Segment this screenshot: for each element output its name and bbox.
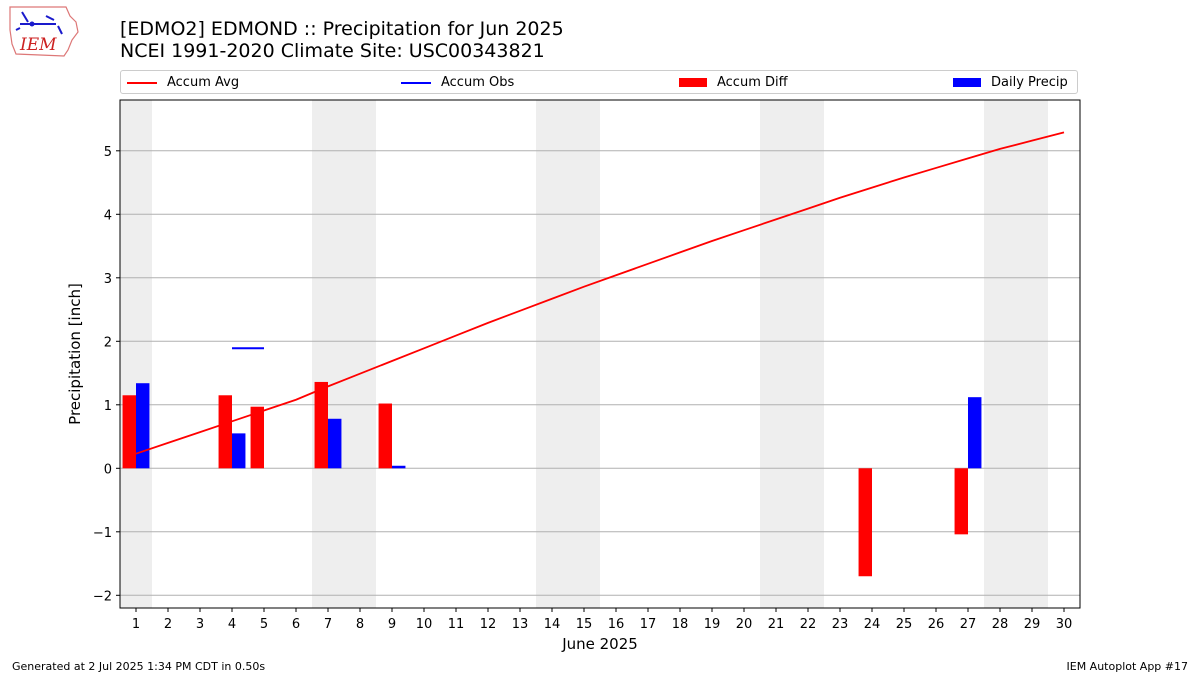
- x-tick-label: 19: [704, 617, 721, 632]
- x-tick-label: 23: [832, 617, 849, 632]
- accum-diff-bar: [858, 468, 872, 577]
- x-tick-label: 29: [1024, 617, 1041, 632]
- accum-avg-line: [135, 131, 1065, 455]
- legend-label: Accum Obs: [441, 75, 515, 90]
- y-tick-label: 2: [104, 335, 112, 350]
- y-tick-label: 1: [104, 399, 112, 414]
- legend-item-daily-precip: Daily Precip: [953, 74, 1068, 92]
- footer-generated: Generated at 2 Jul 2025 1:34 PM CDT in 0…: [12, 660, 266, 673]
- x-tick-label: 27: [960, 617, 977, 632]
- legend-item-accum-avg: Accum Avg: [127, 74, 239, 92]
- y-tick-label: −1: [93, 526, 112, 541]
- x-tick-label: 1: [132, 617, 140, 632]
- iem-logo: IEM: [9, 6, 79, 57]
- legend-label: Accum Avg: [167, 75, 240, 90]
- x-tick-label: 11: [448, 617, 465, 632]
- daily-precip-bar: [968, 397, 982, 469]
- weekend-band: [312, 100, 376, 608]
- weekend-band: [984, 100, 1048, 608]
- x-tick-label: 6: [292, 617, 300, 632]
- daily-precip-bar: [232, 433, 246, 469]
- x-tick-label: 8: [356, 617, 364, 632]
- x-tick-label: 13: [512, 617, 529, 632]
- x-tick-label: 7: [324, 617, 332, 632]
- daily-precip-bar: [328, 418, 342, 469]
- x-tick-label: 9: [388, 617, 396, 632]
- x-tick-label: 20: [736, 617, 753, 632]
- weekend-band: [120, 100, 152, 608]
- y-axis-ticks: −2 −1 0 1 2 3 4 5: [93, 145, 120, 604]
- y-tick-label: 0: [104, 462, 112, 477]
- x-tick-label: 24: [864, 617, 881, 632]
- x-tick-label: 16: [608, 617, 625, 632]
- x-tick-label: 18: [672, 617, 689, 632]
- grid-lines: [120, 150, 1080, 596]
- weather-symbols-icon: [15, 11, 63, 35]
- x-tick-label: 25: [896, 617, 913, 632]
- weekend-band: [760, 100, 824, 608]
- x-axis-ticks: 1 2 3 4 5 6 7 8 9 10 11 12 13 14 15 16 17 18 19 20 21 22 23 24 2…: [132, 608, 1072, 632]
- legend-item-accum-obs: Accum Obs: [401, 74, 514, 92]
- y-tick-label: −2: [93, 589, 112, 604]
- x-tick-label: 14: [544, 617, 561, 632]
- series-lines: [135, 131, 1065, 455]
- accum-diff-bar: [250, 406, 264, 469]
- accum-diff-bar: [314, 381, 328, 469]
- x-tick-label: 30: [1056, 617, 1073, 632]
- x-tick-label: 5: [260, 617, 268, 632]
- x-tick-label: 22: [800, 617, 817, 632]
- x-axis-label: June 2025: [561, 635, 638, 653]
- y-axis-label: Precipitation [inch]: [66, 283, 84, 425]
- x-tick-label: 17: [640, 617, 657, 632]
- accum-diff-bar: [378, 403, 392, 469]
- x-tick-label: 12: [480, 617, 497, 632]
- weekend-bands: [120, 100, 1048, 608]
- legend-swatch-accum-avg: [127, 81, 157, 84]
- x-tick-label: 28: [992, 617, 1009, 632]
- x-tick-label: 3: [196, 617, 204, 632]
- x-tick-label: 26: [928, 617, 945, 632]
- legend-label: Accum Diff: [717, 75, 788, 90]
- x-tick-label: 15: [576, 617, 593, 632]
- logo-text: IEM: [19, 35, 57, 55]
- y-tick-label: 4: [104, 208, 112, 223]
- x-tick-label: 4: [228, 617, 236, 632]
- legend: Accum Avg Accum Obs Accum Diff Daily Pre…: [120, 70, 1078, 94]
- legend-swatch-accum-diff: [679, 78, 707, 87]
- x-tick-label: 10: [416, 617, 433, 632]
- legend-swatch-daily-precip: [953, 78, 981, 87]
- bars: [122, 381, 982, 577]
- accum-diff-bar: [122, 395, 136, 469]
- y-tick-label: 5: [104, 145, 112, 160]
- legend-swatch-accum-obs: [401, 81, 431, 84]
- legend-label: Daily Precip: [991, 75, 1068, 90]
- x-tick-label: 2: [164, 617, 172, 632]
- accum-diff-bar: [218, 395, 232, 469]
- footer-app: IEM Autoplot App #17: [1066, 660, 1189, 673]
- weekend-band: [536, 100, 600, 608]
- y-tick-label: 3: [104, 272, 112, 287]
- daily-precip-bar: [136, 383, 150, 469]
- plot-frame: [119, 99, 1081, 609]
- chart-title: [EDMO2] EDMOND :: Precipitation for Jun …: [120, 18, 564, 40]
- accum-diff-bar: [954, 468, 968, 535]
- daily-precip-bar: [392, 465, 406, 469]
- chart-subtitle: NCEI 1991-2020 Climate Site: USC00343821: [120, 40, 545, 62]
- x-tick-label: 21: [768, 617, 785, 632]
- legend-item-accum-diff: Accum Diff: [679, 74, 788, 92]
